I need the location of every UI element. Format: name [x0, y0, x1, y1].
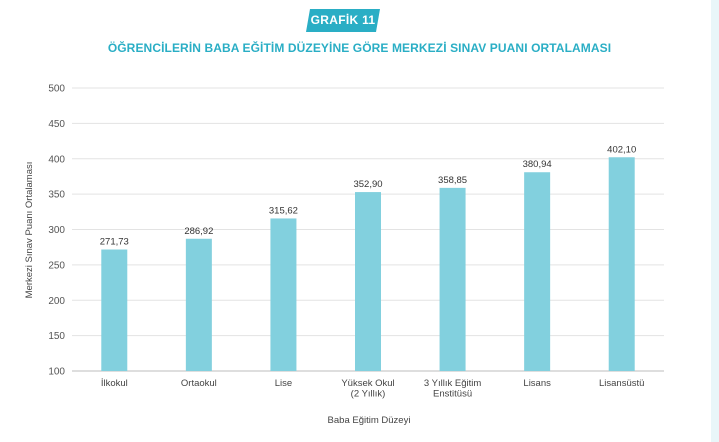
bar [439, 187, 466, 371]
x-category-line: Ortaokul [181, 378, 217, 389]
y-tick-label: 100 [48, 367, 65, 378]
x-category-label: Lisans [523, 378, 551, 389]
x-category-label: Lisansüstü [599, 378, 644, 389]
data-label: 315,62 [269, 205, 298, 216]
y-tick-label: 300 [48, 225, 65, 236]
x-category-line: Lisans [523, 378, 551, 389]
y-tick-label: 150 [48, 331, 65, 342]
data-label: 286,92 [184, 226, 213, 237]
data-label: 271,73 [100, 237, 129, 248]
page-edge-strip [711, 0, 719, 442]
x-category-label: 3 Yıllık Eğitim Enstitüsü [424, 378, 481, 400]
data-label: 380,94 [523, 159, 552, 170]
bars [101, 157, 635, 371]
x-axis-categories: İlkokul Ortaokul Lise Yüksek Okul (2 Yıllık)… [101, 378, 645, 400]
data-label: 358,85 [438, 175, 467, 186]
bar [101, 249, 128, 371]
x-axis-title: Baba Eğitim Düzeyi [328, 415, 411, 426]
x-category-label: Lise [275, 378, 292, 389]
y-axis-title: Merkezi Sınav Puanı Ortalaması [24, 162, 35, 299]
chart-number-badge [306, 9, 380, 32]
y-tick-label: 400 [48, 154, 65, 165]
data-label: 402,10 [607, 144, 636, 155]
bar [355, 192, 381, 371]
y-tick-label: 200 [48, 296, 65, 307]
x-category-label: İlkokul [101, 378, 128, 389]
x-category-line: (2 Yıllık) [351, 389, 386, 400]
x-category-label: Yüksek Okul (2 Yıllık) [341, 378, 394, 400]
x-category-line: İlkokul [101, 378, 128, 389]
x-category-line: Lisansüstü [599, 378, 644, 389]
chart-number-label: GRAFİK 11 [310, 13, 376, 27]
x-category-label: Ortaokul [181, 378, 217, 389]
x-category-line: 3 Yıllık Eğitim [424, 378, 481, 389]
y-axis-ticks: 100 150 200 250 300 350 400 450 500 [48, 84, 65, 378]
badge-shape [306, 9, 380, 32]
y-tick-label: 500 [48, 84, 65, 95]
y-tick-label: 450 [48, 119, 65, 130]
data-label: 352,90 [353, 179, 382, 190]
x-category-line: Yüksek Okul [341, 378, 394, 389]
x-category-line: Lise [275, 378, 292, 389]
y-tick-label: 250 [48, 260, 65, 271]
bar [185, 238, 212, 371]
x-category-line: Enstitüsü [433, 389, 472, 400]
chart-title: ÖĞRENCİLERİN BABA EĞİTİM DÜZEYİNE GÖRE M… [107, 41, 612, 55]
data-labels: 271,73 286,92 315,62 352,90 358,85 380,94 402,… [100, 144, 636, 247]
bar [608, 157, 635, 371]
bar [270, 218, 297, 371]
bar [524, 172, 551, 371]
y-tick-label: 350 [48, 190, 65, 201]
